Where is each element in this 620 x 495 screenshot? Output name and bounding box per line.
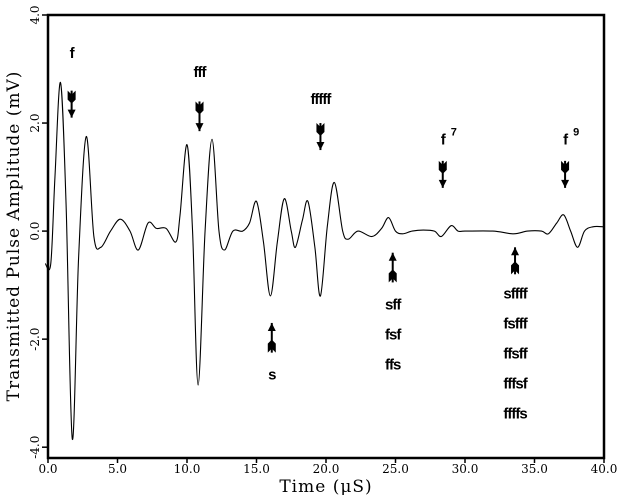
annotation-label: s: [268, 367, 276, 384]
x-axis-label: Time (μS): [279, 477, 372, 495]
arrow-fletching-icon: [511, 261, 520, 275]
arrow-head-icon: [438, 179, 447, 188]
arrow-head-icon: [267, 322, 276, 331]
annotation: sff fsf ffs: [385, 252, 403, 373]
annotation: sffff fsfff ffsff fffsf ffffs: [503, 247, 530, 423]
arrow-fletching-icon: [316, 123, 325, 137]
arrow-head-icon: [67, 109, 76, 118]
annotation-superscript: 7: [451, 127, 457, 139]
arrow-head-icon: [195, 123, 204, 132]
arrow-fletching-icon: [388, 269, 397, 283]
arrow-fletching-icon: [438, 160, 447, 174]
annotation-superscript: 9: [573, 127, 579, 139]
annotation-label: ffffs: [503, 406, 527, 423]
arrow-fletching-icon: [195, 101, 204, 115]
annotation-label: f: [441, 132, 447, 149]
arrow-head-icon: [511, 247, 520, 256]
arrow-fletching-icon: [267, 339, 276, 353]
annotation-label: fffff: [310, 91, 332, 108]
x-tick-label: 15.0: [243, 462, 270, 476]
series-line-waveform: [44, 81, 605, 440]
y-axis-label: Transmitted Pulse Amplitude (mV): [4, 71, 24, 402]
x-tick-label: 25.0: [382, 462, 409, 476]
annotation-label: fff: [194, 64, 208, 81]
x-tick-label: 35.0: [521, 462, 548, 476]
annotation-label: sff: [385, 296, 402, 313]
annotation-label: f: [70, 45, 76, 62]
annotation-label: sffff: [503, 286, 528, 303]
annotation-label: fffsf: [503, 376, 528, 393]
x-tick-label: 30.0: [452, 462, 479, 476]
x-tick-label: 20.0: [313, 462, 340, 476]
x-tick-label: 10.0: [174, 462, 201, 476]
annotation-label: f: [563, 132, 569, 149]
arrow-fletching-icon: [67, 90, 76, 104]
x-tick-label: 5.0: [108, 462, 127, 476]
y-tick-label: 2.0: [28, 114, 42, 133]
annotation-label: ffs: [385, 356, 401, 373]
arrow-head-icon: [388, 252, 397, 261]
annotation-label: fsfff: [503, 316, 528, 333]
annotation-label: fsf: [385, 326, 402, 343]
annotation: s: [267, 322, 277, 384]
arrow-head-icon: [561, 179, 570, 188]
y-tick-label: -4.0: [28, 436, 42, 459]
annotation: fffff: [310, 91, 333, 151]
arrow-fletching-icon: [561, 160, 570, 174]
y-tick-label: 0.0: [28, 222, 42, 241]
annotation: fff: [194, 64, 209, 132]
arrow-head-icon: [316, 142, 325, 151]
annotation: f: [67, 45, 77, 118]
y-tick-label: -2.0: [28, 328, 42, 351]
y-tick-label: 4.0: [28, 5, 42, 24]
x-tick-label: 40.0: [591, 462, 618, 476]
annotation-label: ffsff: [503, 346, 528, 363]
x-tick-label: 0.0: [38, 462, 57, 476]
